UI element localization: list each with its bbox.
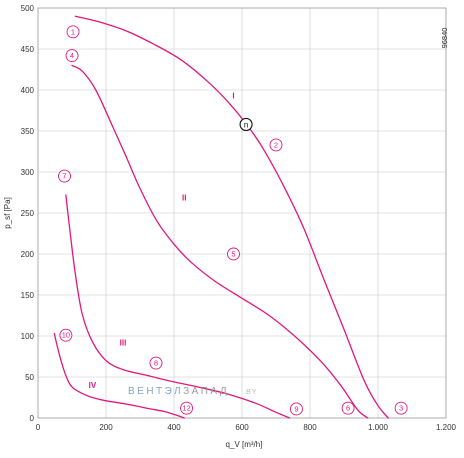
operating-point-layer: n	[239, 117, 253, 131]
curve-ii	[71, 64, 369, 419]
x-tick-label: 0	[36, 423, 41, 432]
operating-point-marker	[239, 117, 253, 131]
x-tick-label: 800	[303, 423, 317, 432]
curve-i	[74, 15, 389, 419]
x-tick-label: 400	[167, 423, 181, 432]
marker-circle	[66, 25, 80, 39]
marker-label: 2	[274, 140, 278, 149]
watermark-part3: .BY	[243, 389, 257, 396]
y-tick-label: 300	[21, 168, 35, 177]
watermark-part2: ЗАПАД	[183, 386, 229, 397]
y-tick-label: 400	[21, 86, 35, 95]
x-tick-label: 1.200	[436, 423, 457, 432]
marker-3: 3	[394, 401, 408, 415]
curve-label-iv: IV	[89, 381, 97, 390]
marker-1: 1	[66, 25, 80, 39]
operating-point-label: n	[244, 120, 248, 129]
marker-6: 6	[341, 401, 355, 415]
y-axis-title: p_sf [Pa]	[3, 197, 12, 229]
y-tick-label: 500	[21, 4, 35, 13]
marker-circle	[269, 138, 283, 152]
marker-label: 4	[70, 51, 74, 60]
y-tick-label: 50	[25, 373, 34, 382]
x-axis-ticks: 0 200 400 600 800 1.000 1.200	[36, 423, 457, 432]
x-tick-label: 1.000	[368, 423, 389, 432]
y-tick-label: 350	[21, 127, 35, 136]
marker-label: 12	[182, 404, 190, 413]
x-tick-label: 200	[99, 423, 113, 432]
y-tick-label: 200	[21, 250, 35, 259]
marker-circle	[227, 247, 240, 261]
y-axis-ticks: 0 50 100 150 200 250 300 350 400 450 500	[21, 4, 35, 423]
marker-9: 9	[289, 402, 303, 416]
marker-4: 4	[65, 49, 79, 63]
marker-circle	[180, 401, 194, 415]
marker-label: 1	[71, 27, 75, 36]
marker-label: 5	[231, 250, 235, 259]
marker-circle	[59, 328, 73, 342]
watermark-part1: ВЕНТЭЛ	[128, 386, 183, 397]
y-tick-label: 150	[21, 291, 35, 300]
y-tick-label: 0	[30, 414, 35, 423]
y-tick-label: 450	[21, 45, 35, 54]
marker-label: 9	[294, 404, 298, 413]
marker-10: 10	[59, 328, 73, 342]
curve-label-ii: II	[182, 193, 186, 202]
marker-8: 8	[149, 356, 163, 370]
y-tick-label: 100	[21, 332, 35, 341]
marker-label: 3	[399, 404, 403, 413]
marker-12: 12	[180, 401, 194, 415]
grid-layer	[38, 8, 446, 418]
plot-frame	[37, 7, 447, 419]
y-tick-label: 250	[21, 209, 35, 218]
curve-iv	[53, 332, 185, 419]
curve-label-i: I	[232, 92, 234, 101]
curve-layer	[53, 15, 389, 419]
marker-label: 7	[62, 172, 66, 181]
x-axis-title: q_V [m³/h]	[226, 440, 263, 449]
curve-iii	[65, 194, 291, 419]
marker-7: 7	[58, 169, 71, 183]
marker-circle	[58, 169, 71, 183]
marker-circle	[341, 401, 355, 415]
marker-circle	[65, 49, 79, 63]
marker-circle	[149, 356, 163, 370]
diagram-id: 96840	[440, 28, 449, 49]
marker-circle	[289, 402, 303, 416]
marker-label: 8	[154, 359, 158, 368]
marker-label: 10	[62, 331, 70, 340]
watermark: ВЕНТЭЛЗАПАД .BY	[128, 386, 257, 397]
marker-label: 6	[346, 404, 350, 413]
marker-circle	[394, 401, 408, 415]
marker-5: 5	[227, 247, 240, 261]
marker-2: 2	[269, 138, 283, 152]
curve-label-iii: III	[120, 339, 127, 348]
x-tick-label: 600	[235, 423, 249, 432]
